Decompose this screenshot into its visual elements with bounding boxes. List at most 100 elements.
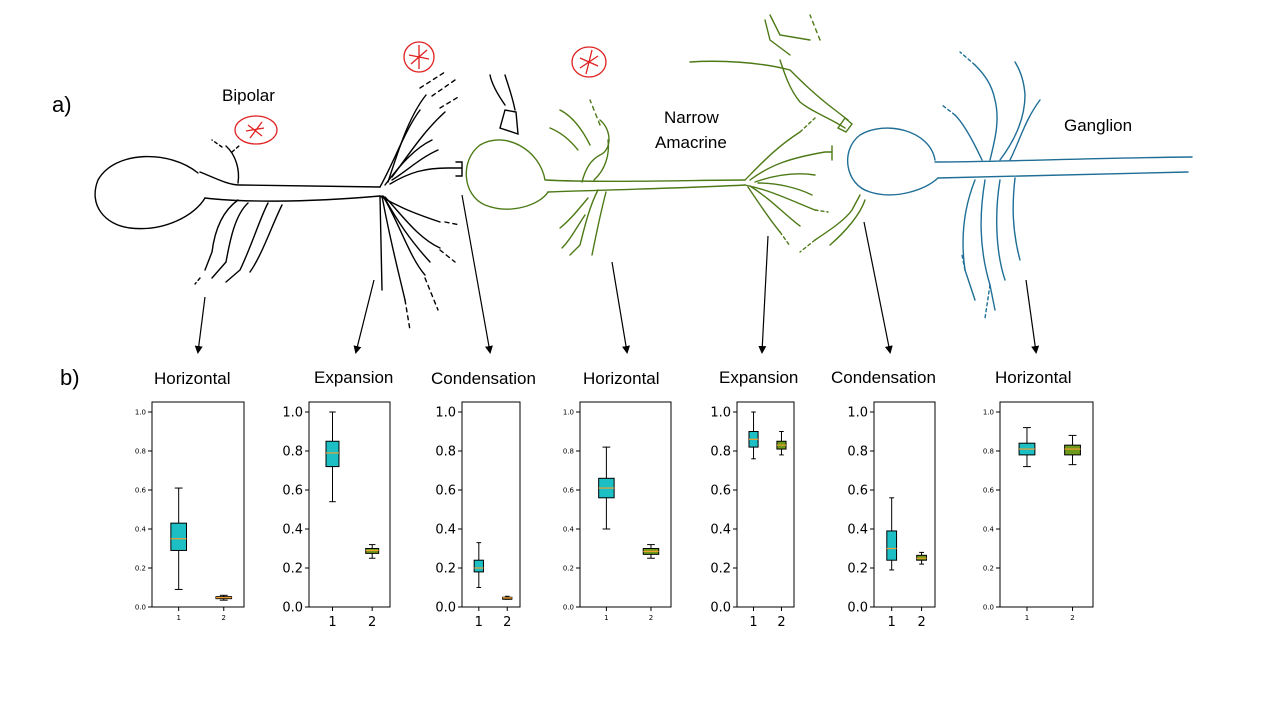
y-tick-label: 0.8	[282, 445, 303, 460]
y-tick-label: 1.0	[563, 408, 574, 416]
y-tick-label: 0.0	[847, 601, 868, 616]
plot-frame	[308, 401, 391, 608]
y-tick-label: 0.6	[563, 486, 575, 494]
plot-title: Expansion	[719, 368, 798, 387]
plot-title: Horizontal	[995, 368, 1072, 387]
arrow-6	[863, 221, 893, 354]
x-tick-label: 1	[604, 614, 608, 622]
panel-a-label: a)	[52, 92, 72, 117]
y-tick-label: 1.0	[435, 406, 456, 421]
x-tick-label: 2	[368, 615, 376, 630]
x-tick-label: 1	[328, 615, 336, 630]
plot-title: Horizontal	[154, 369, 231, 388]
y-tick-label: 0.4	[563, 525, 575, 533]
y-tick-label: 0.8	[135, 447, 146, 455]
y-tick-label: 1.0	[710, 406, 731, 421]
amacrine-label-line-2: Amacrine	[655, 133, 727, 152]
arrows	[194, 194, 1040, 354]
y-tick-label: 0.2	[983, 564, 994, 572]
y-tick-label: 0.0	[983, 603, 994, 611]
y-tick-label: 1.0	[282, 406, 303, 421]
arrow-5	[758, 235, 769, 354]
bipolar-cell-drawing	[94, 71, 519, 331]
box	[325, 440, 340, 468]
arrow-4	[611, 261, 630, 354]
y-tick-label: 0.4	[847, 523, 868, 538]
plot-frame	[873, 401, 936, 608]
box	[473, 559, 484, 573]
y-tick-label: 0.2	[710, 562, 731, 577]
box-plot-6: Condensation 0.0 0.2 0.4 0.6 0.8 1.0 1 2	[831, 368, 936, 630]
arrow-7	[1025, 279, 1040, 354]
box	[886, 530, 898, 561]
narrow-amacrine-cell-drawing	[465, 14, 866, 256]
y-tick-label: 0.2	[282, 562, 303, 577]
plot-frame	[736, 401, 795, 608]
y-tick-label: 0.6	[135, 486, 147, 494]
plot-frame	[999, 401, 1094, 608]
x-tick-label: 1	[888, 615, 896, 630]
y-tick-label: 0.6	[282, 484, 303, 499]
arrow-1	[194, 296, 206, 354]
box-plots: Horizontal 0.0 0.2 0.4 0.6 0.8 1.0 1 2 Expansion 0…	[135, 368, 1094, 630]
x-tick-label: 2	[649, 614, 653, 622]
box	[170, 522, 188, 551]
y-tick-label: 0.8	[435, 445, 456, 460]
box-plot-4: Horizontal 0.0 0.2 0.4 0.6 0.8 1.0 1 2	[563, 369, 672, 622]
y-tick-label: 0.2	[435, 562, 456, 577]
y-tick-label: 0.8	[983, 447, 994, 455]
ganglion-cell-drawing	[846, 51, 1193, 319]
box	[1064, 444, 1081, 456]
x-tick-label: 2	[222, 614, 226, 622]
y-tick-label: 0.4	[282, 523, 303, 538]
y-tick-label: 0.4	[983, 525, 995, 533]
plot-title: Condensation	[831, 368, 936, 387]
y-tick-label: 0.4	[435, 523, 456, 538]
box-plot-3: Condensation 0.0 0.2 0.4 0.6 0.8 1.0 1 2	[431, 369, 536, 630]
bipolar-marker-icon	[234, 115, 278, 145]
y-tick-label: 0.2	[563, 564, 574, 572]
y-tick-label: 0.0	[435, 601, 456, 616]
ganglion-label: Ganglion	[1064, 116, 1132, 135]
y-tick-label: 0.6	[710, 484, 731, 499]
box-plot-7: Horizontal 0.0 0.2 0.4 0.6 0.8 1.0 1 2	[983, 368, 1094, 622]
plot-title: Horizontal	[583, 369, 660, 388]
y-tick-label: 0.4	[135, 525, 147, 533]
x-tick-label: 2	[1070, 614, 1074, 622]
arrow-3	[461, 194, 493, 354]
x-tick-label: 2	[777, 615, 785, 630]
y-tick-label: 0.6	[435, 484, 456, 499]
amacrine-marker-icon	[571, 46, 607, 78]
bipolar-label: Bipolar	[222, 86, 275, 105]
plot-title: Condensation	[431, 369, 536, 388]
panel-b-label: b)	[60, 365, 80, 390]
y-tick-label: 1.0	[135, 408, 146, 416]
plot-frame	[461, 401, 521, 608]
y-tick-label: 1.0	[983, 408, 994, 416]
box-plot-5: Expansion 0.0 0.2 0.4 0.6 0.8 1.0 1 2	[710, 368, 798, 630]
y-tick-label: 0.0	[135, 603, 146, 611]
box-plot-1: Horizontal 0.0 0.2 0.4 0.6 0.8 1.0 1 2	[135, 369, 245, 622]
y-tick-label: 0.8	[710, 445, 731, 460]
plot-frame	[151, 401, 245, 608]
x-tick-label: 1	[176, 614, 180, 622]
y-tick-label: 0.0	[710, 601, 731, 616]
x-tick-label: 2	[503, 615, 511, 630]
y-tick-label: 0.6	[847, 484, 868, 499]
y-tick-label: 0.0	[282, 601, 303, 616]
x-tick-label: 2	[917, 615, 925, 630]
y-tick-label: 0.0	[563, 603, 574, 611]
plot-frame	[579, 401, 672, 608]
y-tick-label: 0.4	[710, 523, 731, 538]
y-tick-label: 0.6	[983, 486, 995, 494]
x-tick-label: 1	[749, 615, 757, 630]
plot-title: Expansion	[314, 368, 393, 387]
y-tick-label: 0.8	[847, 445, 868, 460]
y-tick-label: 1.0	[847, 406, 868, 421]
y-tick-label: 0.2	[847, 562, 868, 577]
box-plot-2: Expansion 0.0 0.2 0.4 0.6 0.8 1.0 1 2	[282, 368, 393, 630]
x-tick-label: 1	[475, 615, 483, 630]
bipolar-marker-icon-2	[403, 41, 435, 73]
x-tick-label: 1	[1025, 614, 1029, 622]
